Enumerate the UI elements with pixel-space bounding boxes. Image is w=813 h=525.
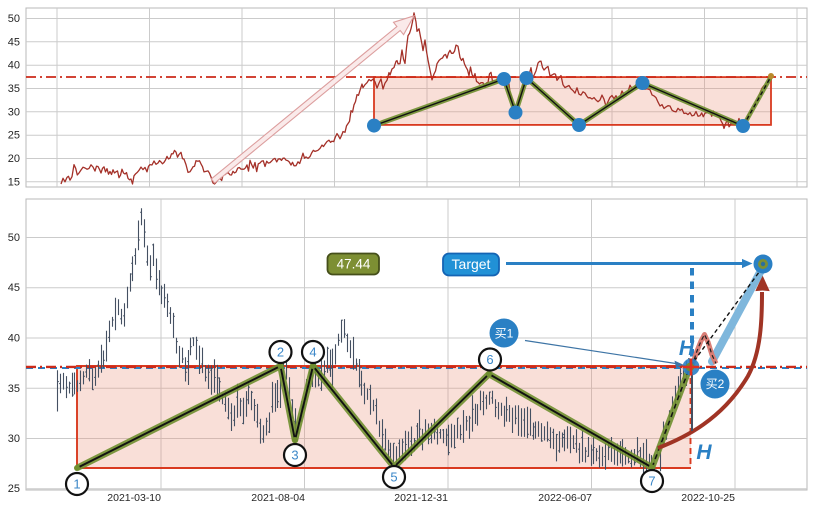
svg-text:25: 25: [8, 130, 20, 142]
svg-text:45: 45: [8, 282, 20, 294]
svg-text:2: 2: [277, 345, 284, 360]
svg-text:40: 40: [8, 333, 20, 345]
svg-text:20: 20: [8, 153, 20, 165]
svg-text:6: 6: [486, 352, 493, 367]
svg-text:买2: 买2: [706, 377, 725, 391]
svg-text:25: 25: [8, 483, 20, 495]
svg-text:5: 5: [390, 470, 397, 485]
svg-text:H: H: [679, 337, 695, 360]
svg-text:40: 40: [8, 60, 20, 72]
svg-text:买1: 买1: [495, 327, 514, 341]
svg-text:50: 50: [8, 232, 20, 244]
svg-text:1: 1: [73, 477, 80, 492]
svg-text:45: 45: [8, 36, 20, 48]
svg-text:15: 15: [8, 176, 20, 188]
svg-text:H: H: [696, 441, 712, 464]
svg-text:2021-03-10: 2021-03-10: [107, 492, 161, 504]
svg-text:30: 30: [8, 106, 20, 118]
svg-text:Target: Target: [452, 256, 491, 272]
svg-text:7: 7: [648, 474, 655, 489]
svg-text:35: 35: [8, 83, 20, 95]
svg-text:35: 35: [8, 383, 20, 395]
svg-text:2022-10-25: 2022-10-25: [681, 492, 735, 504]
svg-text:2021-12-31: 2021-12-31: [394, 492, 448, 504]
svg-text:2021-08-04: 2021-08-04: [251, 492, 305, 504]
svg-text:30: 30: [8, 433, 20, 445]
svg-text:3: 3: [291, 448, 298, 463]
svg-text:2022-06-07: 2022-06-07: [538, 492, 592, 504]
svg-text:50: 50: [8, 13, 20, 25]
svg-text:4: 4: [309, 345, 316, 360]
svg-text:47.44: 47.44: [337, 257, 371, 272]
